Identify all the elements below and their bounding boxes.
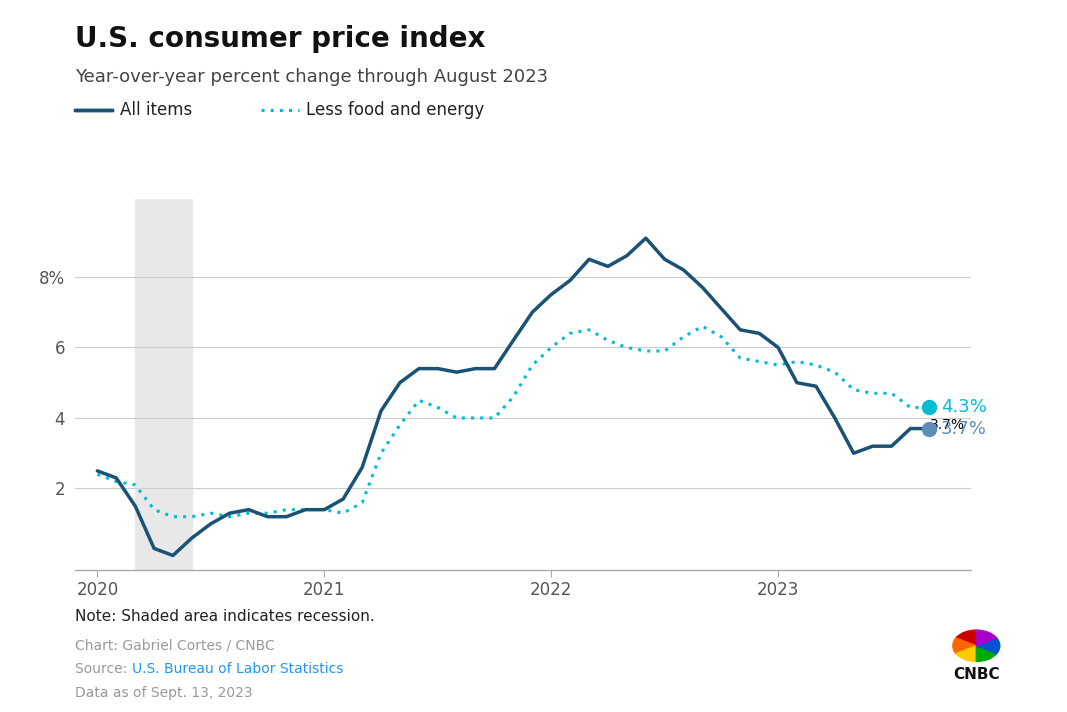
Text: Less food and energy: Less food and energy: [306, 101, 484, 120]
Text: 3.7%: 3.7%: [941, 419, 987, 438]
Text: CNBC: CNBC: [953, 667, 1000, 682]
Text: Year-over-year percent change through August 2023: Year-over-year percent change through Au…: [75, 68, 547, 85]
Text: Note: Shaded area indicates recession.: Note: Shaded area indicates recession.: [75, 609, 375, 624]
Text: 4.3%: 4.3%: [941, 399, 987, 417]
Text: U.S. consumer price index: U.S. consumer price index: [75, 25, 485, 53]
Text: 3.7%: 3.7%: [929, 417, 965, 431]
Text: U.S. Bureau of Labor Statistics: U.S. Bureau of Labor Statistics: [132, 662, 344, 676]
Text: Data as of Sept. 13, 2023: Data as of Sept. 13, 2023: [75, 686, 252, 700]
Bar: [136, 199, 192, 570]
Text: Source:: Source:: [75, 662, 131, 676]
Text: Chart: Gabriel Cortes / CNBC: Chart: Gabriel Cortes / CNBC: [75, 639, 274, 653]
Text: All items: All items: [120, 101, 192, 120]
